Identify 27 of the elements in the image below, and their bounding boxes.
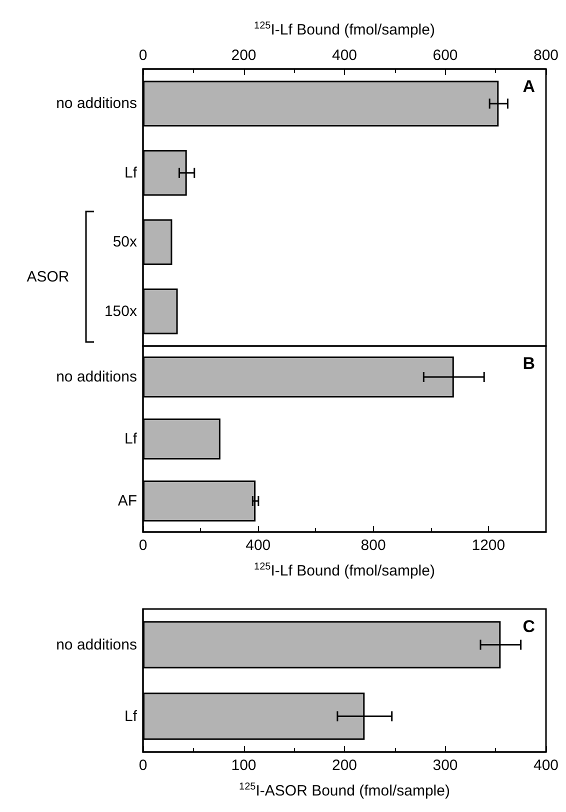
y-tick-label: 150x	[104, 302, 138, 320]
x2-tick-label: 200	[231, 47, 256, 64]
y-tick-label: Lf	[124, 164, 138, 182]
x2-tick-label: 400	[332, 47, 358, 64]
text: C	[522, 617, 536, 636]
x-tick-label: 0	[138, 537, 148, 554]
text: ASOR	[26, 268, 70, 286]
x-tick-label: 1200	[472, 537, 506, 554]
x-tick-label: 100	[231, 757, 256, 774]
text: B	[522, 354, 536, 373]
x2-tick-label: 0	[138, 47, 148, 64]
y-tick-label: no additions	[56, 636, 137, 654]
x-tick-label: 0	[138, 757, 148, 774]
x-tick-label: 400	[533, 757, 559, 774]
x-tick-label: 400	[246, 537, 271, 554]
x2-tick-label: 600	[432, 47, 458, 64]
x2-tick-label: 800	[533, 47, 559, 64]
y-tick-label: 50x	[112, 234, 138, 251]
text: A	[522, 77, 536, 96]
y-tick-label: Lf	[124, 708, 138, 725]
y-tick-label: no additions	[56, 368, 137, 386]
x-tick-label: 800	[360, 537, 386, 554]
y-tick-label: AF	[118, 492, 137, 510]
y-tick-label: Lf	[124, 430, 138, 448]
y-tick-label: no additions	[56, 95, 137, 112]
x-tick-label: 300	[432, 757, 458, 774]
x-tick-label: 200	[332, 757, 358, 774]
